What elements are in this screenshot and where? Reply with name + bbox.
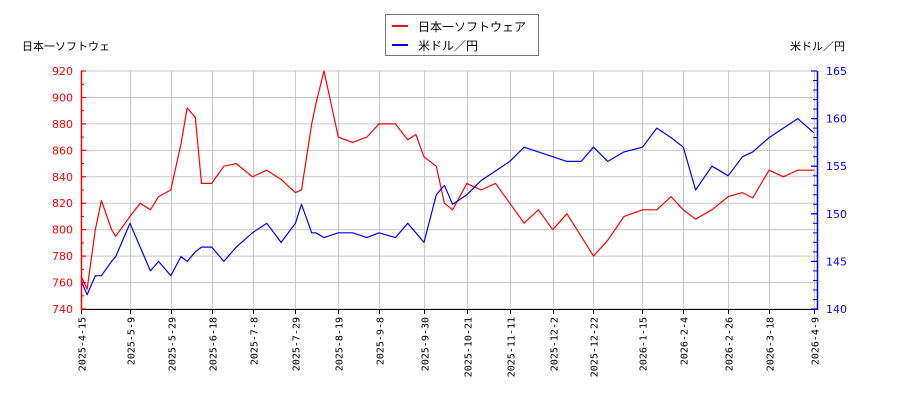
svg-text:880: 880 [52, 118, 73, 131]
legend: 日本一ソフトウェア 米ドル／円 [385, 14, 539, 56]
svg-text:2025-10-21: 2025-10-21 [464, 317, 475, 377]
legend-label: 米ドル／円 [418, 38, 479, 53]
svg-text:2025-12-2: 2025-12-2 [550, 317, 561, 371]
legend-item-nippon-ichi: 日本一ソフトウェア [392, 17, 526, 35]
svg-text:820: 820 [52, 197, 73, 210]
svg-text:840: 840 [52, 171, 73, 184]
svg-text:2026-2-26: 2026-2-26 [725, 317, 736, 371]
svg-text:2025-5-9: 2025-5-9 [127, 317, 138, 365]
svg-text:145: 145 [826, 255, 847, 268]
series-line-usdjpy [80, 117, 815, 296]
svg-text:2025-7-29: 2025-7-29 [292, 317, 303, 371]
svg-text:155: 155 [826, 160, 847, 173]
svg-text:780: 780 [52, 250, 73, 263]
legend-swatch-red [392, 25, 408, 27]
svg-text:2025-6-18: 2025-6-18 [209, 317, 220, 371]
svg-text:2025-9-30: 2025-9-30 [421, 317, 432, 371]
svg-text:160: 160 [826, 113, 847, 126]
svg-text:2025-12-22: 2025-12-22 [590, 317, 601, 377]
svg-text:2025-8-19: 2025-8-19 [335, 317, 346, 371]
svg-text:2025-5-29: 2025-5-29 [168, 317, 179, 371]
series-line-nippon-ichi [80, 70, 814, 290]
svg-text:2026-3-18: 2026-3-18 [766, 317, 777, 371]
left-axis-title: 日本一ソフトウェ [22, 40, 110, 53]
svg-text:760: 760 [52, 277, 73, 290]
svg-text:900: 900 [52, 91, 73, 104]
svg-text:2025-7-8: 2025-7-8 [250, 317, 261, 365]
legend-item-usdjpy: 米ドル／円 [392, 36, 478, 54]
svg-text:800: 800 [52, 224, 73, 237]
legend-label: 日本一ソフトウェア [418, 19, 527, 34]
svg-text:2025-4-15: 2025-4-15 [78, 317, 89, 371]
legend-swatch-blue [392, 44, 408, 46]
svg-text:140: 140 [826, 303, 847, 316]
svg-text:165: 165 [826, 65, 847, 78]
right-axis-title: 米ドル／円 [790, 40, 845, 53]
svg-text:2026-4-9: 2026-4-9 [811, 317, 822, 365]
svg-text:740: 740 [52, 303, 73, 316]
svg-text:860: 860 [52, 144, 73, 157]
svg-text:2025-11-11: 2025-11-11 [507, 317, 518, 377]
svg-text:2026-2-4: 2026-2-4 [680, 317, 691, 365]
svg-text:150: 150 [826, 208, 847, 221]
svg-text:2025-9-8: 2025-9-8 [376, 317, 387, 365]
svg-text:920: 920 [52, 65, 73, 78]
svg-text:2026-1-15: 2026-1-15 [639, 317, 650, 371]
